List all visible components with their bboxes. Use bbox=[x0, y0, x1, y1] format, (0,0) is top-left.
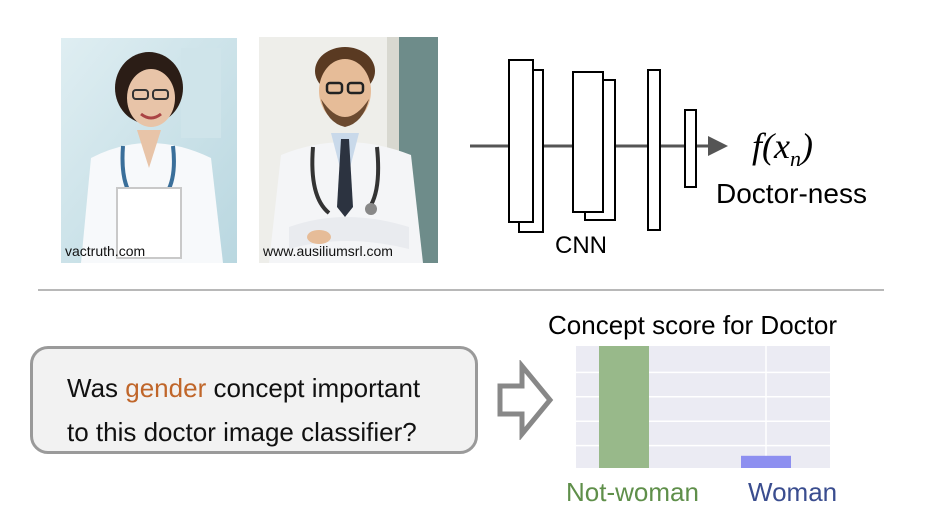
female-doctor-photo: vactruth.com bbox=[61, 38, 237, 263]
output-label: Doctor-ness bbox=[716, 178, 867, 209]
function-symbol: f bbox=[752, 126, 763, 166]
question-box: Was gender concept important to this doc… bbox=[30, 346, 478, 454]
cnn-diagram bbox=[470, 59, 728, 233]
cnn-label: CNN bbox=[555, 232, 607, 259]
question-line-2: to this doctor image classifier? bbox=[67, 417, 417, 447]
question-text-post: concept important bbox=[206, 373, 421, 403]
chart-title: Concept score for Doctor bbox=[548, 310, 838, 340]
function-subscript: n bbox=[790, 146, 801, 172]
implies-arrow-icon bbox=[497, 360, 554, 440]
cnn-layer-2-front bbox=[572, 71, 604, 213]
question-line-1: Was gender concept important bbox=[67, 373, 420, 404]
question-highlight-concept: gender bbox=[125, 373, 207, 403]
function-arg: x bbox=[774, 126, 790, 166]
output-function: f(xn) bbox=[752, 126, 813, 172]
chart-bars bbox=[599, 346, 791, 468]
image-credit-2: www.ausiliumsrl.com bbox=[263, 243, 393, 259]
concept-score-chart bbox=[576, 346, 830, 468]
male-doctor-photo: www.ausiliumsrl.com bbox=[259, 37, 438, 263]
question-text-pre: Was bbox=[67, 373, 126, 403]
bar-not-woman bbox=[599, 346, 649, 468]
bar-woman bbox=[741, 455, 791, 468]
section-divider bbox=[38, 289, 884, 291]
cnn-layer-1-front bbox=[508, 59, 534, 223]
image-credit-1: vactruth.com bbox=[65, 243, 146, 259]
cnn-layer-4 bbox=[684, 109, 697, 188]
category-label-woman: Woman bbox=[748, 477, 838, 507]
cnn-layer-3 bbox=[647, 69, 661, 231]
flow-arrowhead bbox=[708, 136, 728, 156]
category-label-not-woman: Not-woman bbox=[566, 477, 699, 507]
